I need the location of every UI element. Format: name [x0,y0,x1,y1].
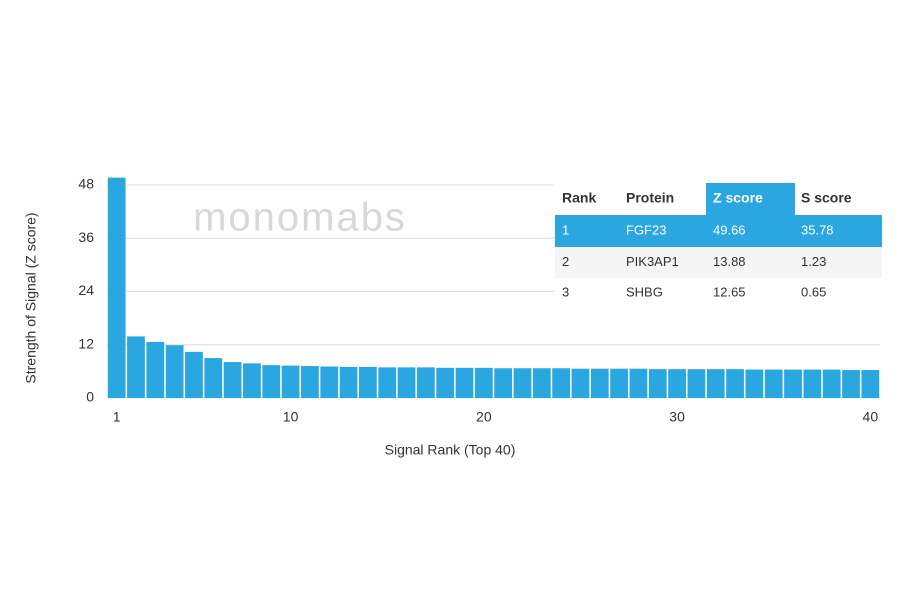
table-header: S score [801,190,852,206]
bar [706,369,725,398]
table-cell: 0.65 [801,284,826,299]
table-header: Z score [713,190,763,206]
x-axis-label: Signal Rank (Top 40) [385,442,516,458]
bar [262,365,281,398]
table-cell: FGF23 [626,222,666,237]
bar [358,366,377,398]
bar [861,370,880,398]
bar [784,369,802,398]
bar [455,367,474,398]
bar [281,365,300,398]
table-header: Protein [626,190,674,206]
bar [339,366,358,398]
y-tick-label: 12 [78,335,94,351]
x-tick-label: 1 [113,409,121,425]
table-cell: 1 [562,222,569,237]
row-bg [555,247,882,278]
bar [629,368,648,398]
bar [610,368,629,398]
bar [378,367,397,398]
bar [668,369,686,398]
bar [474,367,493,398]
bar [416,367,435,398]
bar [764,369,783,398]
bar [107,177,126,398]
table-cell: 13.88 [713,254,746,269]
y-tick-label: 36 [78,229,94,245]
bar [301,366,319,398]
bar [571,368,590,398]
bar [185,351,203,398]
bar [127,336,145,398]
bar [822,369,841,398]
bar [204,358,223,398]
x-tick-label: 30 [669,409,685,425]
bar [436,367,455,398]
header-highlight [706,183,795,215]
table-cell: 35.78 [801,222,834,237]
table-cell: 2 [562,254,569,269]
y-axis-label: Strength of Signal (Z score) [23,212,39,383]
bar [223,362,242,398]
bar [726,369,744,398]
bar [494,368,513,398]
bar [320,366,339,398]
row-highlight [555,215,882,247]
x-tick-label: 40 [863,409,879,425]
x-tick-label: 10 [283,409,299,425]
y-tick-label: 24 [78,282,94,298]
y-tick-label: 48 [78,176,94,192]
bar [165,345,184,398]
watermark: monomabs [193,196,407,240]
table-cell: SHBG [626,284,663,299]
bar [146,341,165,398]
table-cell: 3 [562,284,569,299]
table-cell: 49.66 [713,222,746,237]
bar [842,370,860,398]
bar [687,369,706,398]
table-header: Rank [562,190,596,206]
bar [590,368,609,398]
x-tick-label: 20 [476,409,492,425]
bar [552,368,571,398]
y-tick-label: 0 [86,389,94,405]
bar [745,369,764,398]
table-cell: 12.65 [713,284,746,299]
table-cell: PIK3AP1 [626,254,679,269]
bar [397,367,416,398]
bar [532,368,551,398]
table-cell: 1.23 [801,254,826,269]
bar [803,369,822,398]
bar [648,369,667,398]
bar [513,368,532,398]
bar [243,363,261,398]
